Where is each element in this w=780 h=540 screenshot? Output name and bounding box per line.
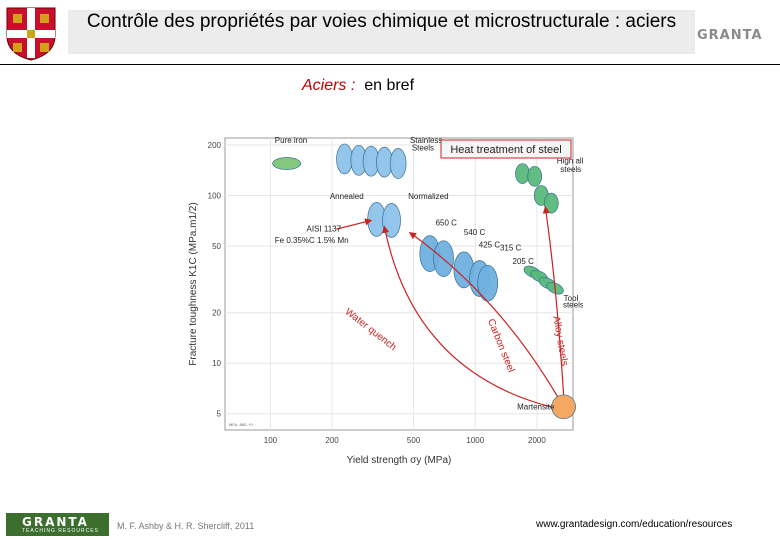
chart-title: Heat treatment of steel [450,144,561,156]
annotation-label: Normalized [408,192,448,201]
aisi-pointer-arrow [336,218,373,230]
annotation-label: steels [560,165,581,174]
subtitle-topic: Aciers : [301,77,356,94]
y-tick-label: 5 [217,410,222,419]
annotation-label: 315 C [500,243,522,252]
annotation-label: Pure iron [275,136,307,145]
annotation-label: 540 C [464,228,486,237]
slide-subtitle: Aciers : en bref [0,77,716,95]
x-tick-label: 2000 [528,436,546,445]
chart-title-box [440,139,572,159]
stainless-steels-point [389,148,407,179]
water-quench-arrow [382,225,551,408]
y-tick-label: 200 [208,141,222,150]
header-divider [0,64,780,65]
annotation-label: 650 C [436,219,458,228]
high-alloy-steels-point [515,163,530,184]
annotation-label: 425 C [479,240,501,249]
stainless-steels-point [336,143,353,175]
annotation-label: Stainless [410,136,442,145]
annotation-label: High alloy [557,157,583,166]
x-tick-label: 100 [264,436,278,445]
annotation-label: Tool [564,294,579,303]
annotation-label: Steels [412,144,434,153]
chart-ticks: 100 200 500 1000 2000 5 10 20 50 100 200 [208,141,547,445]
y-tick-label: 10 [212,359,221,368]
y-tick-label: 50 [212,242,221,251]
high-alloy-steels-point [527,165,543,187]
slide-title: Contrôle des propriétés par voies chimiq… [86,11,677,32]
annotation-label: steels [563,300,583,309]
annotation-label: AISI 1137 [307,224,342,233]
carbon-steels-tempered-point [477,264,499,302]
carbon-steel-arrow [409,231,559,398]
annotation-label: 205 C [513,257,535,266]
resource-url[interactable]: www.grantadesign.com/education/resources [536,519,733,530]
subtitle-text: en bref [364,77,415,94]
y-axis-label: Fracture toughness K1C (MPa.m1/2) [188,202,199,365]
granta-logo: GRANTA [697,28,763,43]
footer-logo-text: GRANTA [22,515,89,529]
annotation-label: Annealed [330,192,364,201]
x-tick-label: 500 [407,436,421,445]
x-tick-label: 1000 [466,436,484,445]
granta-teaching-logo: GRANTA TEACHING RESOURCES [6,513,109,536]
plot-frame [224,137,574,431]
title-background [68,10,695,54]
heat-treatment-chart: 100 200 500 1000 2000 5 10 20 50 100 200 Pure iron… [188,136,583,466]
annotation-label: Martensite [517,402,555,411]
footer-logo-subtext: TEACHING RESOURCES [22,528,99,534]
pure-iron-point [272,157,302,170]
annotation-label: Fe 0.35%C 1.5% Mn [275,236,349,245]
source-note: MFA, 88S, *0 [229,422,253,427]
author-credit: M. F. Ashby & H. R. Shercliff, 2011 [117,521,255,531]
alloy-steels-arrow [542,206,565,395]
martensite-point [551,394,576,420]
y-tick-label: 20 [212,309,221,318]
x-axis-label: Yield strength σy (MPa) [347,455,452,466]
x-tick-label: 200 [325,436,339,445]
university-crest-logo [6,7,56,61]
chart-arrows [336,206,565,408]
y-tick-label: 100 [208,191,222,200]
chart-grid [225,138,573,430]
